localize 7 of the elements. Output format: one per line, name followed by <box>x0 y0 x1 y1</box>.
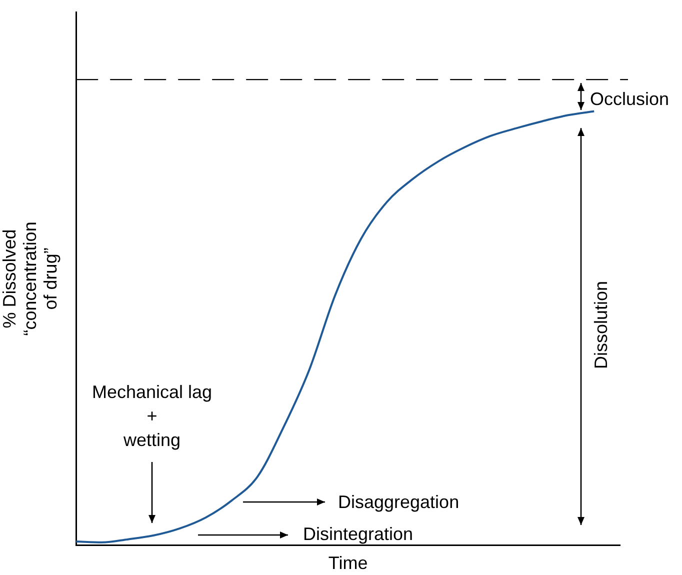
annotation: Disaggregation <box>338 492 460 512</box>
text: Occlusion <box>590 88 670 109</box>
annotation: Dissolution <box>590 280 611 370</box>
annotation: Disintegration <box>303 524 414 544</box>
annotation: Mechanical lag + wetting <box>92 382 212 450</box>
x-axis-title: Time <box>328 553 368 574</box>
y-axis-title: % Dissolved “concentration of drug” <box>0 222 61 336</box>
